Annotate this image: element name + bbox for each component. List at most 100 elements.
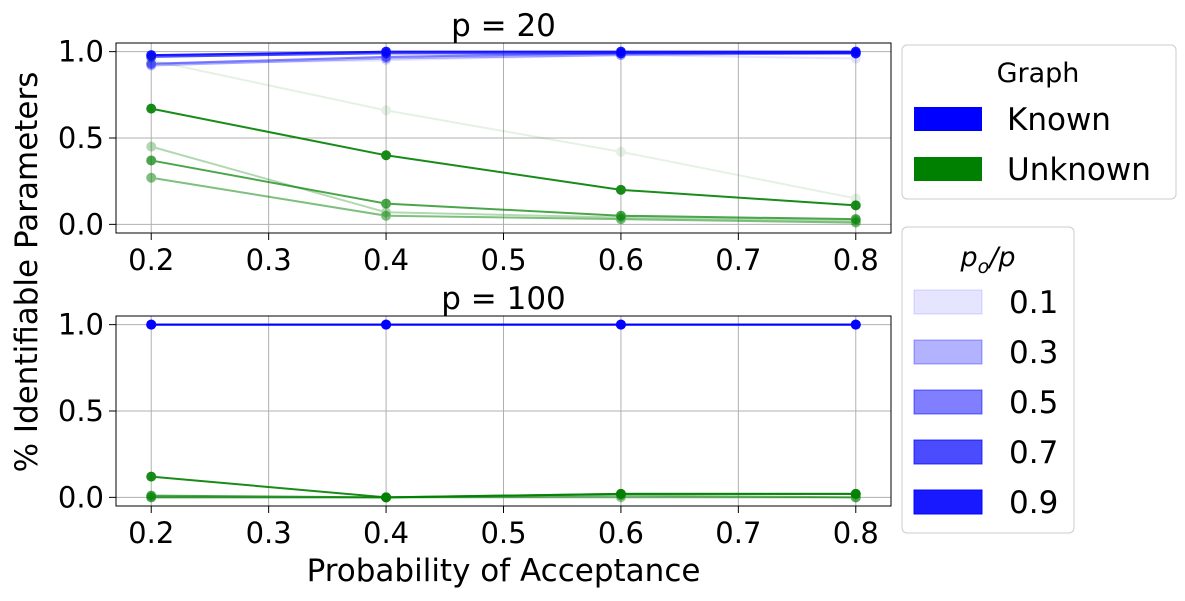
series-line bbox=[151, 50, 856, 57]
series-line bbox=[151, 54, 856, 65]
legend-graph-label: Unknown bbox=[1007, 152, 1151, 188]
data-point bbox=[146, 471, 157, 482]
series-line bbox=[151, 475, 856, 499]
legend-ratio: po/p 0.1 0.3 0.5 0.7 0.9 bbox=[901, 226, 1075, 534]
data-point bbox=[850, 488, 861, 499]
x-tick-label: 0.8 bbox=[833, 516, 879, 550]
series-group bbox=[146, 46, 861, 228]
data-point bbox=[146, 103, 157, 114]
legend-graph-swatch bbox=[914, 157, 982, 181]
legend-ratio-swatch bbox=[913, 489, 983, 515]
series-line bbox=[151, 159, 856, 221]
series-known-0_9 bbox=[146, 46, 861, 61]
series-line bbox=[151, 176, 856, 224]
y-ticks: 0.0 0.5 1.0 bbox=[58, 35, 116, 241]
series-line bbox=[150, 145, 856, 222]
legend-ratio-label: 0.5 bbox=[1009, 385, 1058, 421]
data-point bbox=[146, 172, 157, 183]
legend-ratio-title-tail: /p bbox=[987, 242, 1015, 273]
legend-ratio-title-sub: o bbox=[978, 256, 990, 278]
legend-ratio-swatch bbox=[913, 439, 983, 465]
x-axis-label: Probability of Acceptance bbox=[307, 553, 701, 589]
data-point bbox=[850, 214, 861, 225]
legend-graph-label: Known bbox=[1007, 102, 1111, 138]
legend-ratio-swatch bbox=[913, 339, 983, 365]
x-tick-label: 0.6 bbox=[598, 243, 644, 277]
panels: 0.2 0.3 0.4 0.5 0.6 0.7 0.80.00.51.0p = 200.2 0… bbox=[58, 8, 892, 589]
legend-graph-swatch bbox=[914, 107, 982, 131]
x-ticks: 0.2 0.3 0.4 0.5 0.6 0.7 0.8 bbox=[128, 506, 879, 550]
legend-ratio-label: 0.1 bbox=[1009, 285, 1058, 321]
legend-ratio-swatch bbox=[913, 389, 983, 415]
data-point bbox=[850, 200, 861, 211]
data-point bbox=[146, 141, 157, 152]
legend-graph: Graph Known Unknown bbox=[901, 44, 1177, 200]
y-axis-label: % Identifiable Parameters bbox=[9, 72, 45, 473]
legend-ratio-swatch bbox=[913, 289, 983, 315]
series-unknown-0_1 bbox=[146, 55, 861, 204]
series-unknown-0_9 bbox=[146, 103, 861, 211]
data-point bbox=[615, 488, 626, 499]
data-point bbox=[381, 492, 392, 503]
y-tick-label: 1.0 bbox=[58, 308, 104, 342]
y-tick-label: 0.0 bbox=[58, 207, 104, 241]
data-point bbox=[146, 55, 157, 66]
data-point bbox=[381, 198, 392, 209]
x-tick-label: 0.2 bbox=[128, 516, 174, 550]
legend-ratio-label: 0.9 bbox=[1009, 485, 1058, 521]
y-tick-label: 0.5 bbox=[58, 394, 104, 428]
series-known-0_9 bbox=[146, 319, 861, 330]
data-point bbox=[381, 150, 392, 161]
data-point bbox=[850, 193, 861, 204]
series-unknown-0_7 bbox=[146, 155, 861, 225]
data-point bbox=[146, 50, 157, 61]
legend-graph-title: Graph bbox=[997, 58, 1080, 89]
series-line bbox=[151, 107, 856, 207]
x-tick-label: 0.7 bbox=[715, 516, 761, 550]
data-point bbox=[381, 105, 392, 116]
data-point bbox=[381, 46, 392, 57]
y-ticks: 0.0 0.5 1.0 bbox=[58, 308, 116, 514]
data-point bbox=[381, 210, 392, 221]
legend-ratio-title-main: p bbox=[959, 242, 977, 273]
x-tick-label: 0.2 bbox=[128, 243, 174, 277]
legend-ratio-label: 0.7 bbox=[1009, 435, 1058, 471]
data-point bbox=[850, 319, 861, 330]
panel-2: 0.2 0.3 0.4 0.5 0.6 0.7 0.8 0.0 0.5 1.0 p = 100 Pro… bbox=[58, 281, 892, 589]
x-tick-label: 0.4 bbox=[363, 516, 409, 550]
x-tick-label: 0.5 bbox=[480, 243, 526, 277]
legend-ratio-label: 0.3 bbox=[1009, 335, 1058, 371]
grid bbox=[116, 316, 891, 506]
series-line bbox=[151, 52, 856, 58]
x-tick-label: 0.6 bbox=[598, 516, 644, 550]
x-tick-label: 0.4 bbox=[363, 243, 409, 277]
data-point bbox=[615, 46, 626, 57]
panel-title: p = 20 bbox=[451, 8, 556, 44]
y-tick-label: 0.5 bbox=[58, 121, 104, 155]
x-tick-label: 0.5 bbox=[480, 516, 526, 550]
x-tick-label: 0.3 bbox=[246, 516, 292, 550]
grid bbox=[116, 43, 891, 233]
series-group bbox=[146, 319, 861, 503]
data-point bbox=[850, 46, 861, 57]
y-tick-label: 1.0 bbox=[58, 35, 104, 69]
y-tick-label: 0.0 bbox=[58, 480, 104, 514]
x-tick-label: 0.3 bbox=[246, 243, 292, 277]
data-point bbox=[381, 319, 392, 330]
data-point bbox=[146, 155, 157, 166]
data-point bbox=[146, 490, 157, 501]
series-line bbox=[151, 59, 856, 200]
data-point bbox=[615, 210, 626, 221]
x-ticks: 0.2 0.3 0.4 0.5 0.6 0.7 0.8 bbox=[128, 233, 879, 277]
data-point bbox=[146, 319, 157, 330]
panel-title: p = 100 bbox=[441, 281, 566, 317]
legend-ratio-title: po/p bbox=[959, 242, 1015, 278]
series-unknown-0_9 bbox=[146, 471, 861, 503]
data-point bbox=[615, 146, 626, 157]
panel-1: 0.2 0.3 0.4 0.5 0.6 0.7 0.8 0.0 0.5 1.0 p = 20 bbox=[58, 8, 892, 277]
data-point bbox=[615, 319, 626, 330]
x-tick-label: 0.7 bbox=[715, 243, 761, 277]
data-point bbox=[146, 58, 157, 69]
